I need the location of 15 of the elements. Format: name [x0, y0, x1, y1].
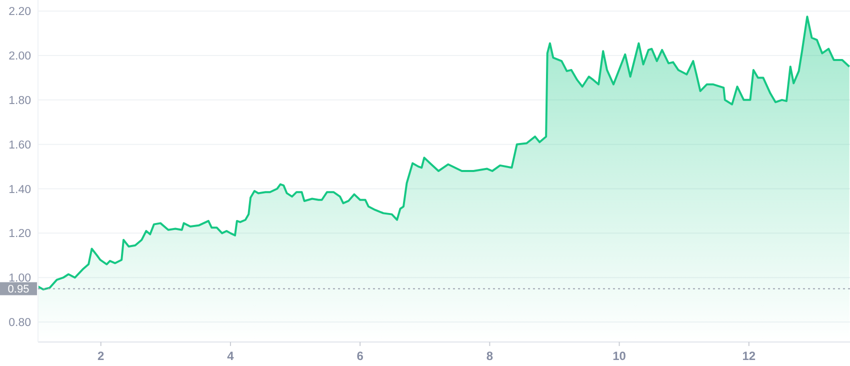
- y-tick-label: 2.00: [8, 50, 31, 63]
- y-tick-label: 1.40: [8, 184, 31, 196]
- x-tick-label: 4: [227, 349, 234, 363]
- x-tick-label: 8: [486, 349, 494, 363]
- x-tick-label: 2: [98, 349, 105, 363]
- y-tick-label: 1.80: [8, 94, 31, 107]
- y-tick-label: 2.20: [8, 6, 31, 18]
- y-tick-label: 1.60: [8, 139, 31, 152]
- x-tick-label: 10: [612, 349, 626, 363]
- y-tick-label: 0.80: [8, 317, 31, 330]
- x-tick-label: 6: [356, 349, 364, 363]
- ref-line-label: 0.95: [8, 284, 30, 296]
- y-tick-label: 1.00: [8, 272, 31, 285]
- y-tick-label: 1.20: [8, 228, 31, 240]
- x-tick-label: 12: [742, 349, 756, 363]
